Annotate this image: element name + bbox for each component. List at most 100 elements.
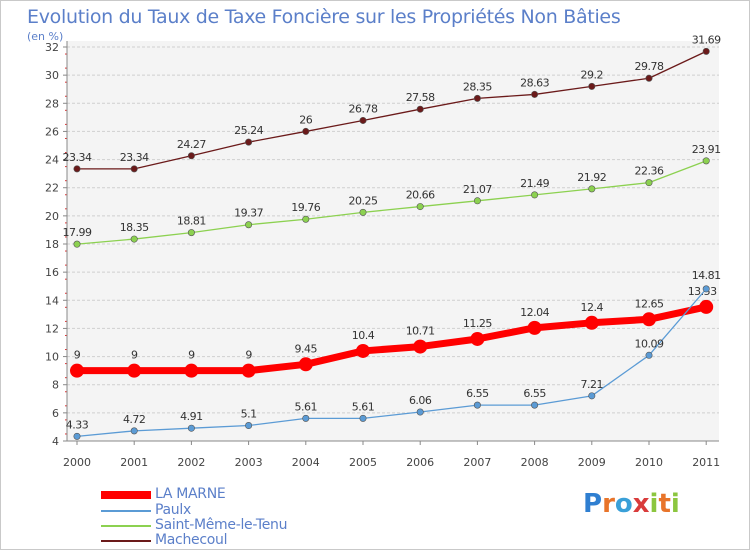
legend-label-machecoul: Machecoul [155, 532, 228, 548]
point-la-marne-2011 [699, 299, 714, 314]
data-label-la-marne-2000: 9 [74, 349, 81, 362]
chart-subtitle: (en %) [27, 30, 64, 43]
data-label-machecoul-2000: 23.34 [63, 151, 92, 164]
point-paulx-2003 [245, 422, 253, 430]
y-tick-label-24: 24 [45, 154, 59, 167]
legend-label-paulx: Paulx [155, 502, 191, 518]
point-saint-meme-le-tenu-2004 [302, 215, 310, 223]
point-saint-meme-le-tenu-2007 [473, 197, 481, 205]
y-tick-label-18: 18 [45, 238, 59, 251]
data-label-paulx-2009: 7.21 [581, 378, 604, 391]
point-saint-meme-le-tenu-2002 [187, 229, 195, 237]
data-label-la-marne-2002: 9 [188, 349, 195, 362]
data-label-paulx-2005: 5.61 [352, 400, 375, 413]
y-tick-label-4: 4 [52, 435, 59, 448]
data-label-saint-meme-le-tenu-2009: 21.92 [577, 171, 606, 184]
point-saint-meme-le-tenu-2005 [359, 208, 367, 216]
data-label-machecoul-2003: 25.24 [234, 124, 263, 137]
chart-title: Evolution du Taux de Taxe Foncière sur l… [27, 6, 621, 28]
legend-label-la-marne: LA MARNE [155, 486, 226, 502]
data-label-saint-meme-le-tenu-2007: 21.07 [463, 183, 492, 196]
data-label-machecoul-2002: 24.27 [177, 138, 206, 151]
legend-label-saint-meme-le-tenu: Saint-Même-le-Tenu [155, 517, 288, 533]
point-la-marne-2007 [470, 331, 485, 346]
point-la-marne-2006 [413, 339, 428, 354]
point-la-marne-2009 [584, 315, 599, 330]
logo-letter: i [649, 489, 659, 519]
data-label-paulx-2011: 14.81 [692, 269, 721, 282]
point-saint-meme-le-tenu-2001 [130, 235, 138, 243]
y-tick-label-16: 16 [45, 266, 59, 279]
data-label-machecoul-2005: 26.78 [349, 102, 378, 115]
data-label-paulx-2001: 4.72 [123, 413, 146, 426]
x-tick-label-2011: 2011 [692, 456, 720, 469]
logo-letter: x [632, 489, 650, 519]
legend-swatch-paulx [101, 510, 151, 512]
data-label-la-marne-2007: 11.25 [463, 317, 492, 330]
point-la-marne-2001 [127, 363, 142, 378]
point-saint-meme-le-tenu-2008 [531, 191, 539, 199]
y-tick-label-28: 28 [45, 97, 59, 110]
data-label-paulx-2002: 4.91 [180, 410, 203, 423]
x-tick-label-2006: 2006 [406, 456, 434, 469]
data-label-la-marne-2010: 12.65 [635, 297, 664, 310]
point-machecoul-2010 [645, 74, 653, 82]
point-paulx-2004 [302, 414, 310, 422]
x-tick-label-2010: 2010 [635, 456, 663, 469]
y-tick-label-8: 8 [52, 379, 59, 392]
logo-letter: P [583, 489, 603, 519]
data-label-machecoul-2001: 23.34 [120, 151, 149, 164]
point-machecoul-2011 [702, 47, 710, 55]
data-label-saint-meme-le-tenu-2003: 19.37 [234, 207, 263, 220]
data-label-saint-meme-le-tenu-2000: 17.99 [63, 226, 92, 239]
point-saint-meme-le-tenu-2003 [245, 221, 253, 229]
point-saint-meme-le-tenu-2000 [73, 240, 81, 248]
data-label-paulx-2000: 4.33 [66, 418, 89, 431]
point-paulx-2011 [702, 285, 710, 293]
point-la-marne-2010 [642, 312, 656, 327]
data-label-la-marne-2008: 12.04 [520, 306, 549, 319]
point-machecoul-2006 [416, 105, 424, 113]
y-tick-label-10: 10 [45, 351, 59, 364]
logo-letter: r [602, 489, 615, 519]
data-label-saint-meme-le-tenu-2008: 21.49 [520, 177, 549, 190]
data-label-la-marne-2006: 10.71 [406, 325, 435, 338]
point-machecoul-2008 [531, 90, 539, 98]
point-paulx-2007 [473, 401, 481, 409]
point-saint-meme-le-tenu-2011 [702, 157, 710, 165]
logo-letter: o [614, 489, 633, 519]
point-saint-meme-le-tenu-2006 [416, 203, 424, 211]
y-tick-label-26: 26 [45, 125, 59, 138]
point-la-marne-2004 [298, 357, 313, 372]
data-label-paulx-2008: 6.55 [523, 387, 546, 400]
point-saint-meme-le-tenu-2010 [645, 179, 653, 187]
y-tick-label-14: 14 [45, 294, 59, 307]
y-tick-label-12: 12 [45, 322, 59, 335]
y-tick-label-22: 22 [45, 182, 59, 195]
x-tick-label-2005: 2005 [349, 456, 377, 469]
legend-swatch-saint-meme-le-tenu [101, 525, 151, 527]
data-label-paulx-2006: 6.06 [409, 394, 432, 407]
x-tick-label-2000: 2000 [63, 456, 91, 469]
data-label-saint-meme-le-tenu-2001: 18.35 [120, 221, 149, 234]
legend-swatch-la-marne [101, 491, 151, 499]
data-label-paulx-2010: 10.09 [635, 337, 664, 350]
point-paulx-2010 [645, 351, 653, 359]
series-line-machecoul [77, 50, 707, 170]
point-machecoul-2004 [302, 127, 310, 135]
series-line-la-marne [77, 303, 707, 375]
point-saint-meme-le-tenu-2009 [588, 185, 596, 193]
data-label-machecoul-2011: 31.69 [692, 33, 721, 46]
point-paulx-2008 [531, 401, 539, 409]
point-paulx-2009 [588, 392, 596, 400]
data-label-la-marne-2004: 9.45 [295, 342, 318, 355]
data-label-paulx-2004: 5.61 [295, 400, 318, 413]
x-tick-label-2009: 2009 [578, 456, 606, 469]
legend-swatch-machecoul [101, 540, 151, 542]
point-paulx-2000 [73, 432, 81, 440]
data-label-machecoul-2006: 27.58 [406, 91, 435, 104]
point-paulx-2002 [187, 424, 195, 432]
data-label-saint-meme-le-tenu-2010: 22.36 [635, 165, 664, 178]
data-label-paulx-2003: 5.1 [241, 408, 257, 421]
x-tick-label-2008: 2008 [521, 456, 549, 469]
